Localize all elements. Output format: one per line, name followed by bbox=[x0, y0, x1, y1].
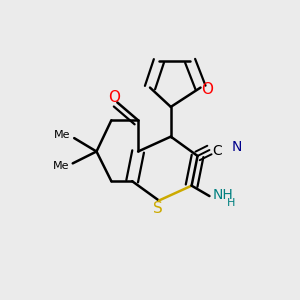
Text: Me: Me bbox=[54, 130, 70, 140]
Text: N: N bbox=[232, 140, 242, 154]
Text: O: O bbox=[201, 82, 213, 97]
Text: S: S bbox=[153, 201, 162, 216]
Text: O: O bbox=[108, 91, 120, 106]
Text: Me: Me bbox=[53, 161, 69, 171]
Text: NH: NH bbox=[212, 188, 233, 203]
Text: H: H bbox=[227, 199, 236, 208]
Text: C: C bbox=[212, 145, 222, 158]
